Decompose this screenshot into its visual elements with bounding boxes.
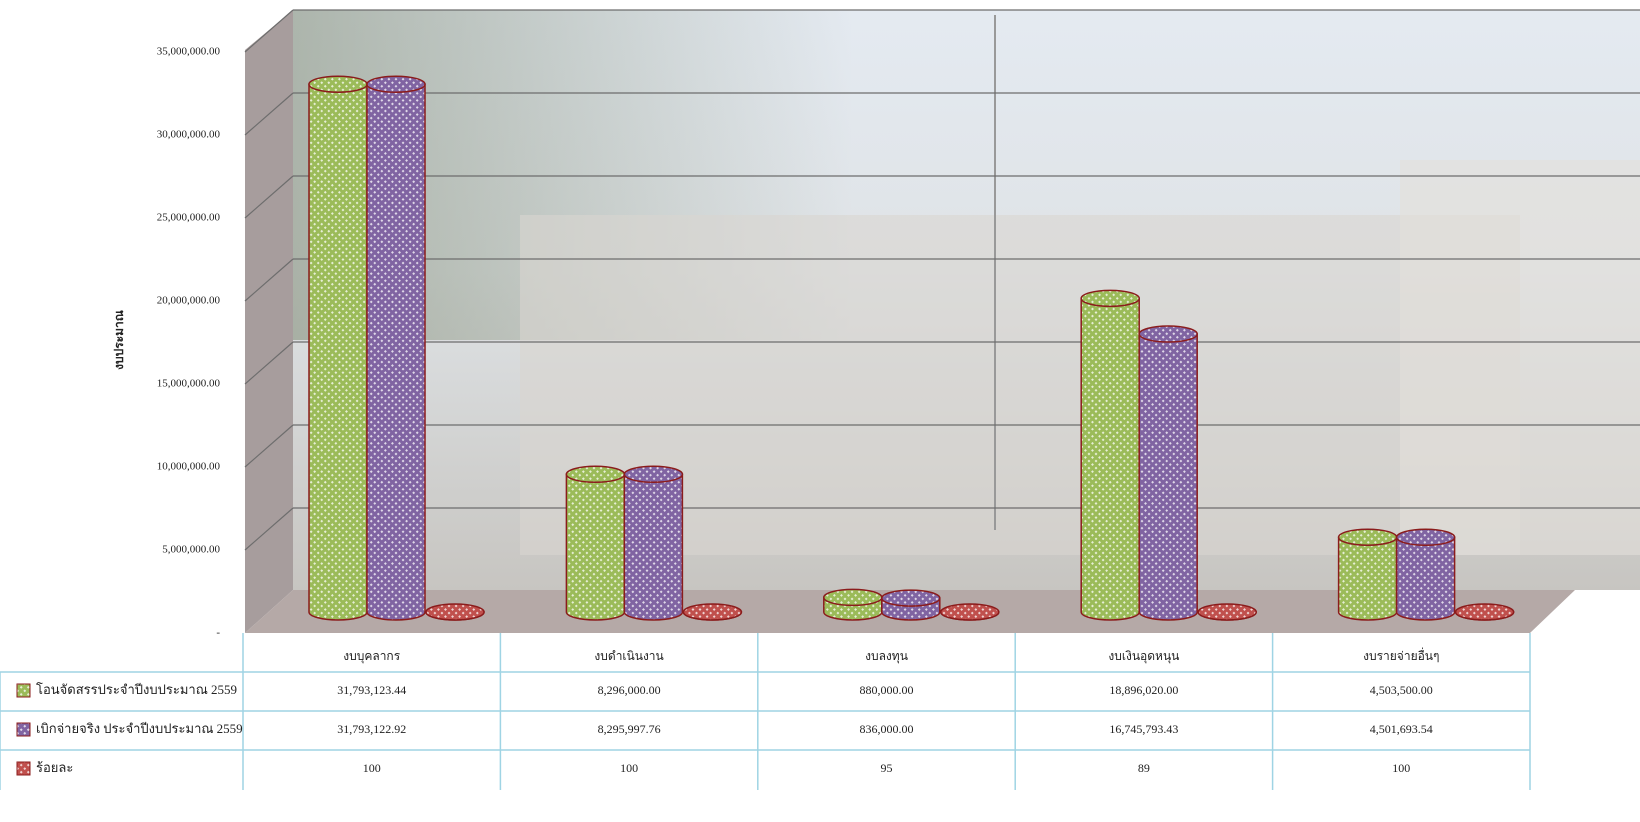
cylinder-top bbox=[367, 76, 425, 92]
y-tick-label: 15,000,000.00 bbox=[157, 378, 221, 390]
cylinder-top bbox=[941, 604, 999, 620]
table-value: 4,501,693.54 bbox=[1370, 722, 1433, 736]
cylinder bbox=[1339, 537, 1397, 620]
cylinder-top bbox=[1081, 290, 1139, 306]
cylinder-top bbox=[683, 604, 741, 620]
cylinder bbox=[309, 84, 367, 620]
cylinder bbox=[367, 84, 425, 620]
table-value: 100 bbox=[363, 761, 381, 775]
side-wall bbox=[245, 10, 293, 633]
cylinder-top bbox=[1139, 326, 1197, 342]
table-value: 95 bbox=[881, 761, 893, 775]
y-tick-label: 5,000,000.00 bbox=[162, 544, 220, 556]
table-value: 100 bbox=[620, 761, 638, 775]
table-value: 880,000.00 bbox=[860, 683, 914, 697]
legend-label: โอนจัดสรรประจำปีงบประมาณ 2559 bbox=[36, 682, 237, 697]
cylinder-top bbox=[1456, 604, 1514, 620]
legend-key bbox=[17, 684, 30, 697]
legend-key bbox=[17, 723, 30, 736]
category-label: งบรายจ่ายอื่นๆ bbox=[1363, 647, 1439, 663]
category-label: งบดำเนินงาน bbox=[594, 649, 663, 663]
cylinder bbox=[1139, 334, 1197, 620]
table-value: 836,000.00 bbox=[860, 722, 914, 736]
cylinder-top bbox=[824, 589, 882, 605]
y-tick-label: 30,000,000.00 bbox=[157, 129, 221, 141]
y-tick-label: 25,000,000.00 bbox=[157, 212, 221, 224]
category-label: งบเงินอุดหนุน bbox=[1108, 649, 1179, 664]
chart: งบประมาณ - 5,000,000.00 10,000,000.00 15,00… bbox=[0, 0, 1640, 822]
table-value: 8,295,997.76 bbox=[598, 722, 661, 736]
y-tick-label: 10,000,000.00 bbox=[157, 461, 221, 473]
cylinder-top bbox=[426, 604, 484, 620]
y-tick-label: 35,000,000.00 bbox=[157, 46, 221, 58]
y-tick-label: 20,000,000.00 bbox=[157, 295, 221, 307]
category-label: งบบุคลากร bbox=[343, 649, 400, 664]
cylinder-top bbox=[1397, 529, 1455, 545]
table-value: 18,896,020.00 bbox=[1109, 683, 1178, 697]
cylinder-top bbox=[1339, 529, 1397, 545]
legend-label: เบิกจ่ายจริง ประจำปีงบประมาณ 2559 bbox=[36, 721, 243, 736]
cylinder-top bbox=[1198, 604, 1256, 620]
cylinder-top bbox=[309, 76, 367, 92]
legend-key bbox=[17, 762, 30, 775]
table-value: 31,793,123.44 bbox=[337, 683, 406, 697]
data-table bbox=[0, 633, 1530, 790]
table-value: 4,503,500.00 bbox=[1370, 683, 1433, 697]
cylinder bbox=[1397, 537, 1455, 620]
category-label: งบลงทุน bbox=[865, 649, 908, 664]
cylinder-top bbox=[882, 590, 940, 606]
cylinder bbox=[624, 474, 682, 620]
table-value: 100 bbox=[1392, 761, 1410, 775]
wall-image bbox=[1400, 160, 1640, 555]
table-value: 8,296,000.00 bbox=[598, 683, 661, 697]
page: {"chart_data": {"type": "cylinder", "y_l… bbox=[0, 0, 1640, 822]
table-value: 31,793,122.92 bbox=[337, 722, 406, 736]
cylinder-top bbox=[624, 466, 682, 482]
cylinder bbox=[566, 474, 624, 620]
table-value: 89 bbox=[1138, 761, 1150, 775]
cylinder bbox=[1081, 298, 1139, 620]
y-tick-label: - bbox=[216, 627, 220, 639]
table-value: 16,745,793.43 bbox=[1109, 722, 1178, 736]
cylinder-top bbox=[566, 466, 624, 482]
legend-label: ร้อยละ bbox=[36, 760, 73, 775]
y-axis-title: งบประมาณ bbox=[112, 310, 126, 370]
